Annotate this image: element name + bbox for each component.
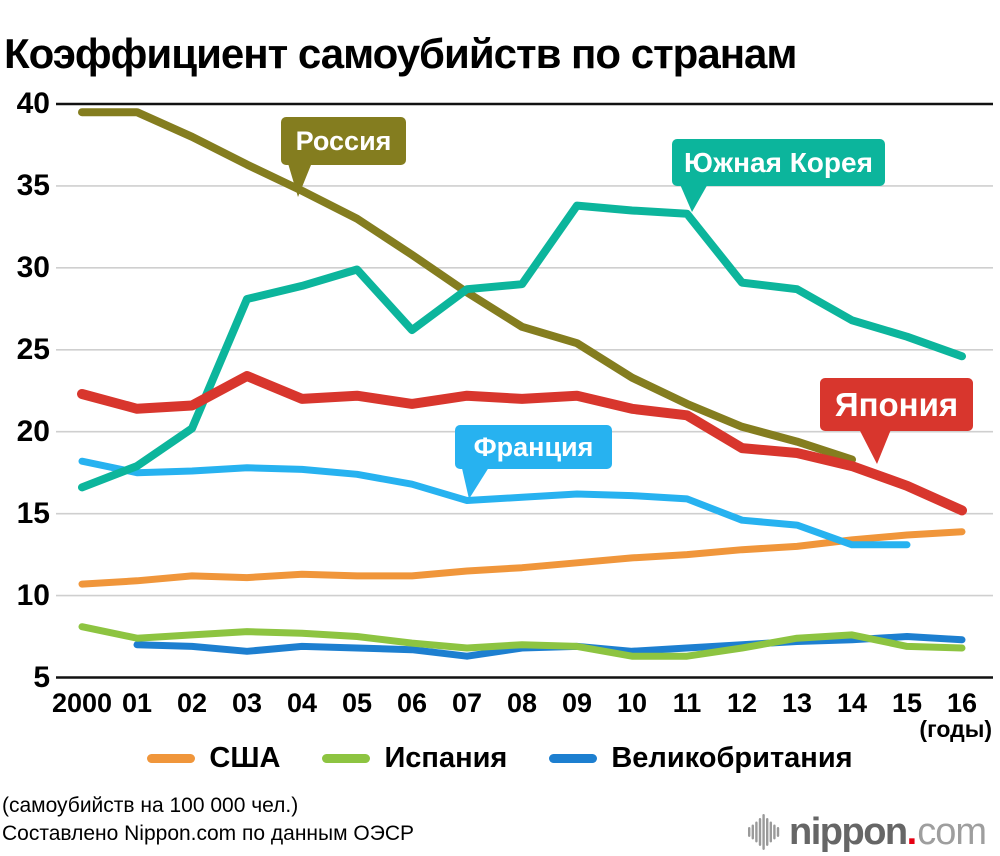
y-tick-label-15: 15 bbox=[16, 496, 50, 530]
callout-label-south-korea: Южная Корея bbox=[672, 139, 885, 186]
callout-pointer-south-korea bbox=[679, 182, 709, 212]
nippon-com-logo: nippon . com bbox=[747, 810, 987, 854]
x-tick-label-15: 15 bbox=[891, 688, 923, 718]
callout-label-japan: Япония bbox=[820, 378, 973, 431]
line-south-korea bbox=[78, 201, 966, 492]
soundwave-bar bbox=[748, 827, 751, 837]
soundwave-bar bbox=[755, 821, 758, 843]
footnote-unit: (самоубийств на 100 000 чел.) bbox=[2, 794, 299, 817]
soundwave-bar bbox=[769, 821, 773, 843]
x-axis-unit-label: (годы) bbox=[919, 716, 992, 742]
logo-text-nippon: nippon bbox=[789, 810, 908, 853]
page-title: Коэффициент самоубийств по странам bbox=[4, 30, 797, 78]
legend-swatch-spain bbox=[322, 754, 371, 763]
chart-legend: США Испания Великобритания bbox=[0, 742, 1000, 775]
y-tick-label-40: 40 bbox=[16, 87, 50, 120]
legend-label-spain: Испания bbox=[384, 742, 508, 774]
soundwave-bar bbox=[758, 818, 762, 846]
x-tick-label-07: 07 bbox=[451, 688, 483, 718]
soundwave-bar bbox=[776, 827, 780, 837]
x-tick-label-10: 10 bbox=[616, 688, 648, 718]
legend-label-usa: США bbox=[209, 742, 281, 774]
x-tick-label-04: 04 bbox=[286, 688, 318, 718]
x-tick-label-14: 14 bbox=[836, 688, 868, 718]
y-tick-label-25: 25 bbox=[16, 332, 50, 366]
soundwave-bar bbox=[773, 824, 776, 840]
y-tick-label-10: 10 bbox=[16, 578, 50, 612]
line-france bbox=[78, 457, 911, 549]
callout-label-france: Франция bbox=[455, 425, 612, 469]
legend-label-uk: Великобритания bbox=[611, 742, 853, 774]
callout-pointer-france bbox=[461, 464, 491, 499]
y-tick-label-5: 5 bbox=[33, 660, 50, 694]
x-tick-label-16: 16 bbox=[946, 688, 978, 718]
x-tick-label-06: 06 bbox=[396, 688, 428, 718]
x-tick-label-01: 01 bbox=[121, 688, 153, 718]
callout-label-russia: Россия bbox=[281, 117, 406, 165]
y-tick-label-35: 35 bbox=[16, 168, 50, 202]
logo-text-com: com bbox=[917, 810, 987, 853]
line-usa bbox=[78, 528, 966, 588]
x-tick-label-03: 03 bbox=[231, 688, 263, 718]
x-tick-label-05: 05 bbox=[341, 688, 373, 718]
line-japan bbox=[77, 371, 967, 516]
y-tick-label-20: 20 bbox=[16, 414, 50, 448]
soundwave-bar bbox=[762, 814, 765, 850]
footnote-source: Составлено Nippon.com по данным ОЭСР bbox=[2, 822, 414, 845]
x-tick-label-02: 02 bbox=[176, 688, 208, 718]
x-tick-label-11: 11 bbox=[672, 688, 702, 718]
soundwave-bar bbox=[766, 818, 769, 846]
y-tick-label-30: 30 bbox=[16, 250, 50, 284]
soundwave-icon bbox=[748, 814, 780, 850]
line-spain bbox=[78, 623, 966, 660]
callout-pointer-russia bbox=[287, 160, 313, 197]
legend-item-uk: Великобритания bbox=[549, 742, 853, 775]
soundwave-bar bbox=[751, 824, 755, 840]
x-tick-label-09: 09 bbox=[561, 688, 593, 718]
legend-swatch-usa bbox=[147, 754, 196, 763]
x-tick-label-12: 12 bbox=[726, 688, 758, 718]
legend-item-spain: Испания bbox=[322, 742, 507, 775]
x-tick-label-08: 08 bbox=[506, 688, 538, 718]
callout-pointer-japan bbox=[858, 427, 892, 464]
legend-item-usa: США bbox=[147, 742, 280, 775]
x-tick-label-13: 13 bbox=[781, 688, 813, 718]
logo-red-dot: . bbox=[906, 810, 918, 853]
legend-swatch-uk bbox=[549, 754, 598, 763]
x-tick-label-2000: 2000 bbox=[51, 688, 113, 718]
